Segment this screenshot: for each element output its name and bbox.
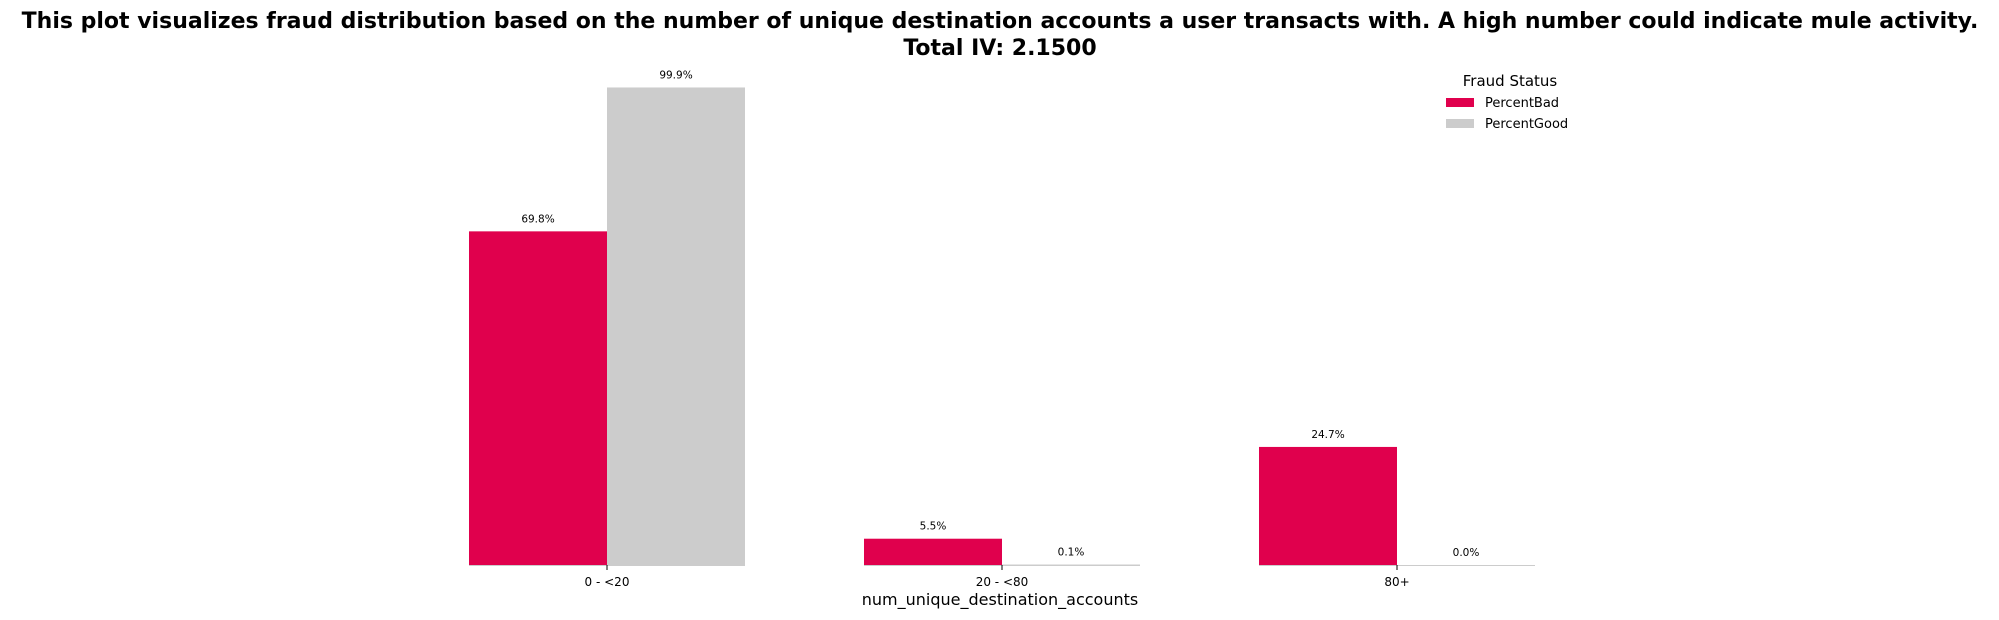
chart-title: This plot visualizes fraud distribution … <box>22 9 1979 34</box>
x-axis-label: num_unique_destination_accounts <box>862 590 1138 610</box>
legend-swatch-percentbad <box>1446 98 1474 107</box>
data-label-percentgood-0-20: 99.9% <box>659 69 692 81</box>
chart-subtitle: Total IV: 2.1500 <box>903 36 1096 61</box>
bar-percentbad-80 <box>1259 446 1397 565</box>
x-tick-label-20-80: 20 - <80 <box>976 575 1029 589</box>
legend-title: Fraud Status <box>1463 72 1558 90</box>
bar-percentbad-20-80 <box>864 538 1002 565</box>
bar-percentbad-0-20 <box>469 231 607 565</box>
data-label-percentbad-80: 24.7% <box>1311 429 1344 441</box>
legend-label-percentbad: PercentBad <box>1485 96 1559 111</box>
data-label-percentbad-0-20: 69.8% <box>521 213 554 225</box>
x-axis: 0 - <20 20 - <80 80+ <box>469 565 1535 589</box>
x-tick-label-0-20: 0 - <20 <box>585 575 630 589</box>
bars-layer: 69.8% 5.5% 24.7% 99.9% 0.1% 0.0% <box>469 69 1479 565</box>
bar-percentgood-0-20 <box>607 87 745 565</box>
legend-swatch-percentgood <box>1446 119 1474 128</box>
data-label-percentgood-80: 0.0% <box>1453 547 1480 559</box>
legend: Fraud Status PercentBad PercentGood <box>1446 72 1568 132</box>
legend-label-percentgood: PercentGood <box>1485 117 1568 132</box>
data-label-percentgood-20-80: 0.1% <box>1058 547 1085 559</box>
data-label-percentbad-20-80: 5.5% <box>920 521 947 533</box>
x-tick-label-80: 80+ <box>1384 575 1409 589</box>
